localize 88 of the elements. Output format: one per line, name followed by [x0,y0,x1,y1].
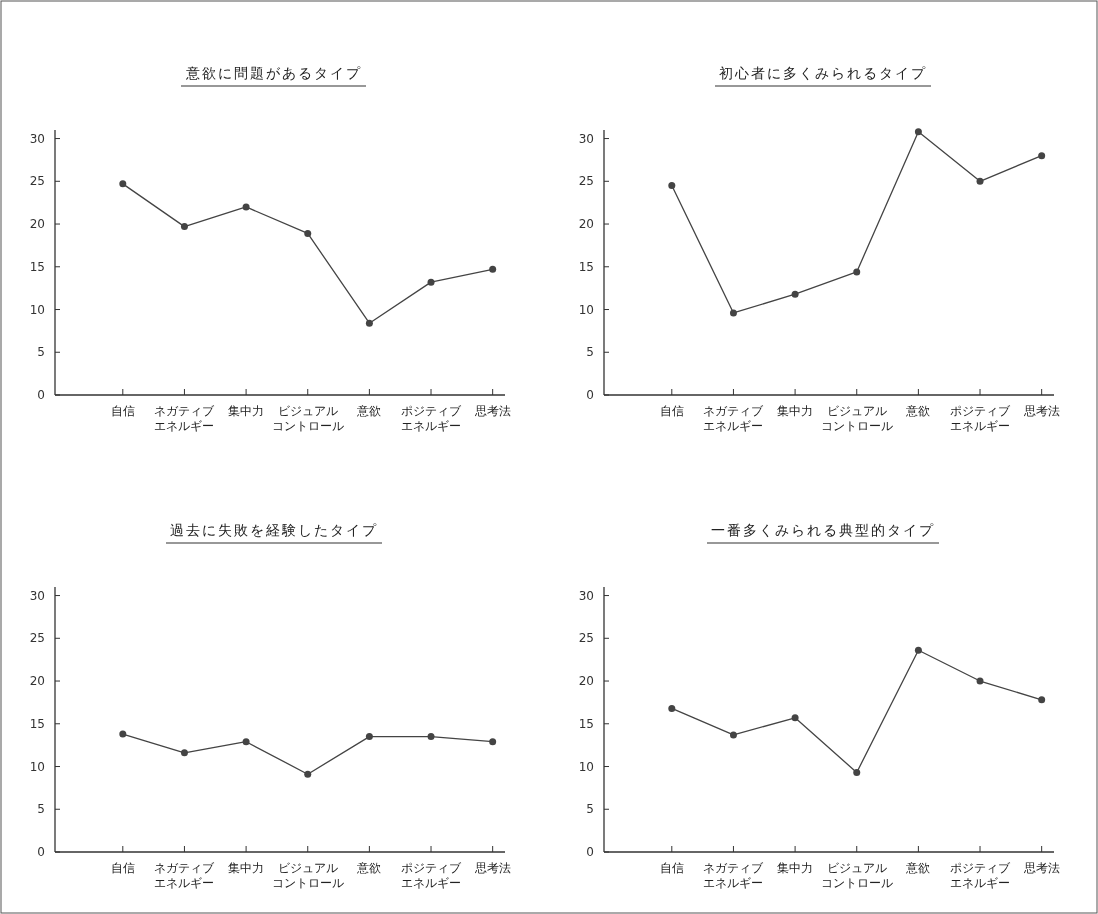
y-tick-label: 5 [586,345,594,360]
x-tick-label: ビジュアルコントロール [820,404,893,433]
x-tick-label: 集中力 [228,861,265,875]
y-tick-label: 10 [29,302,45,317]
chart-title: 意欲に問題があるタイプ [185,65,362,81]
point [1038,696,1046,704]
x-tick-label: ポジティブエネルギー [950,861,1012,890]
point [180,223,188,231]
y-tick-label: 30 [578,588,594,603]
point [791,714,799,722]
y-tick-label: 15 [578,716,594,731]
y-tick-label: 25 [29,631,45,646]
point [489,265,497,273]
y-tick-label: 25 [578,174,594,189]
x-tick-label: 意欲 [905,861,931,875]
y-tick-label: 20 [29,217,45,232]
point [365,733,373,741]
y-tick-label: 10 [578,302,594,317]
x-tick-label: 集中力 [777,861,814,875]
point [180,749,188,757]
x-tick-label: 自信 [659,404,684,418]
point [304,770,312,778]
y-tick-label: 25 [29,174,45,189]
point [914,646,922,654]
y-tick-label: 20 [29,674,45,689]
point [853,268,861,276]
x-tick-label: ネガティブエネルギー [703,861,765,890]
chart-title: 一番多くみられる典型的タイプ [711,522,935,538]
y-tick-label: 5 [586,802,594,817]
x-tick-label: 意欲 [356,404,382,418]
y-tick-label: 5 [37,802,45,817]
y-tick-label: 30 [578,131,594,146]
y-tick-label: 20 [578,674,594,689]
y-tick-label: 25 [578,631,594,646]
point [119,730,127,738]
y-tick-label: 10 [578,759,594,774]
x-tick-label: 思考法 [473,404,511,418]
x-tick-label: ビジュアルコントロール [271,404,344,433]
y-tick-label: 15 [578,259,594,274]
point [976,677,984,685]
y-tick-label: 15 [29,716,45,731]
y-tick-label: 0 [586,845,594,859]
point [976,177,984,185]
y-tick-label: 30 [29,131,45,146]
x-tick-label: 思考法 [1022,404,1060,418]
x-tick-label: ネガティブエネルギー [703,404,765,433]
point [427,733,435,741]
y-tick-label: 0 [37,845,45,859]
y-tick-label: 15 [29,259,45,274]
point [242,738,250,746]
chart-title: 初心者に多くみられるタイプ [719,65,927,81]
point [427,278,435,286]
chart-title: 過去に失敗を経験したタイプ [170,522,378,538]
y-tick-label: 0 [586,388,594,402]
point [791,290,799,298]
x-tick-label: ビジュアルコントロール [271,861,344,890]
x-tick-label: ネガティブエネルギー [154,861,216,890]
x-tick-label: ポジティブエネルギー [401,861,463,890]
x-tick-label: 集中力 [228,404,265,418]
x-tick-label: 自信 [659,861,684,875]
point [853,769,861,776]
x-tick-label: 集中力 [777,404,814,418]
point [668,182,676,190]
point [119,180,127,188]
x-tick-label: ポジティブエネルギー [401,404,463,433]
y-tick-label: 20 [578,217,594,232]
point [242,203,250,211]
point [365,319,373,327]
y-tick-label: 0 [37,388,45,402]
point [729,731,737,739]
x-tick-label: 自信 [110,861,135,875]
x-tick-label: 意欲 [356,861,382,875]
y-tick-label: 10 [29,759,45,774]
x-tick-label: ネガティブエネルギー [154,404,216,433]
x-tick-label: ポジティブエネルギー [950,404,1012,433]
point [1038,152,1046,160]
point [668,704,676,712]
x-tick-label: 思考法 [1022,861,1060,875]
point [489,738,497,746]
point [304,229,312,237]
x-tick-label: 思考法 [473,861,511,875]
x-tick-label: 自信 [110,404,135,418]
x-tick-label: ビジュアルコントロール [820,861,893,890]
y-tick-label: 5 [37,345,45,360]
y-tick-label: 30 [29,588,45,603]
point [729,309,737,317]
point [914,128,922,136]
x-tick-label: 意欲 [905,404,931,418]
